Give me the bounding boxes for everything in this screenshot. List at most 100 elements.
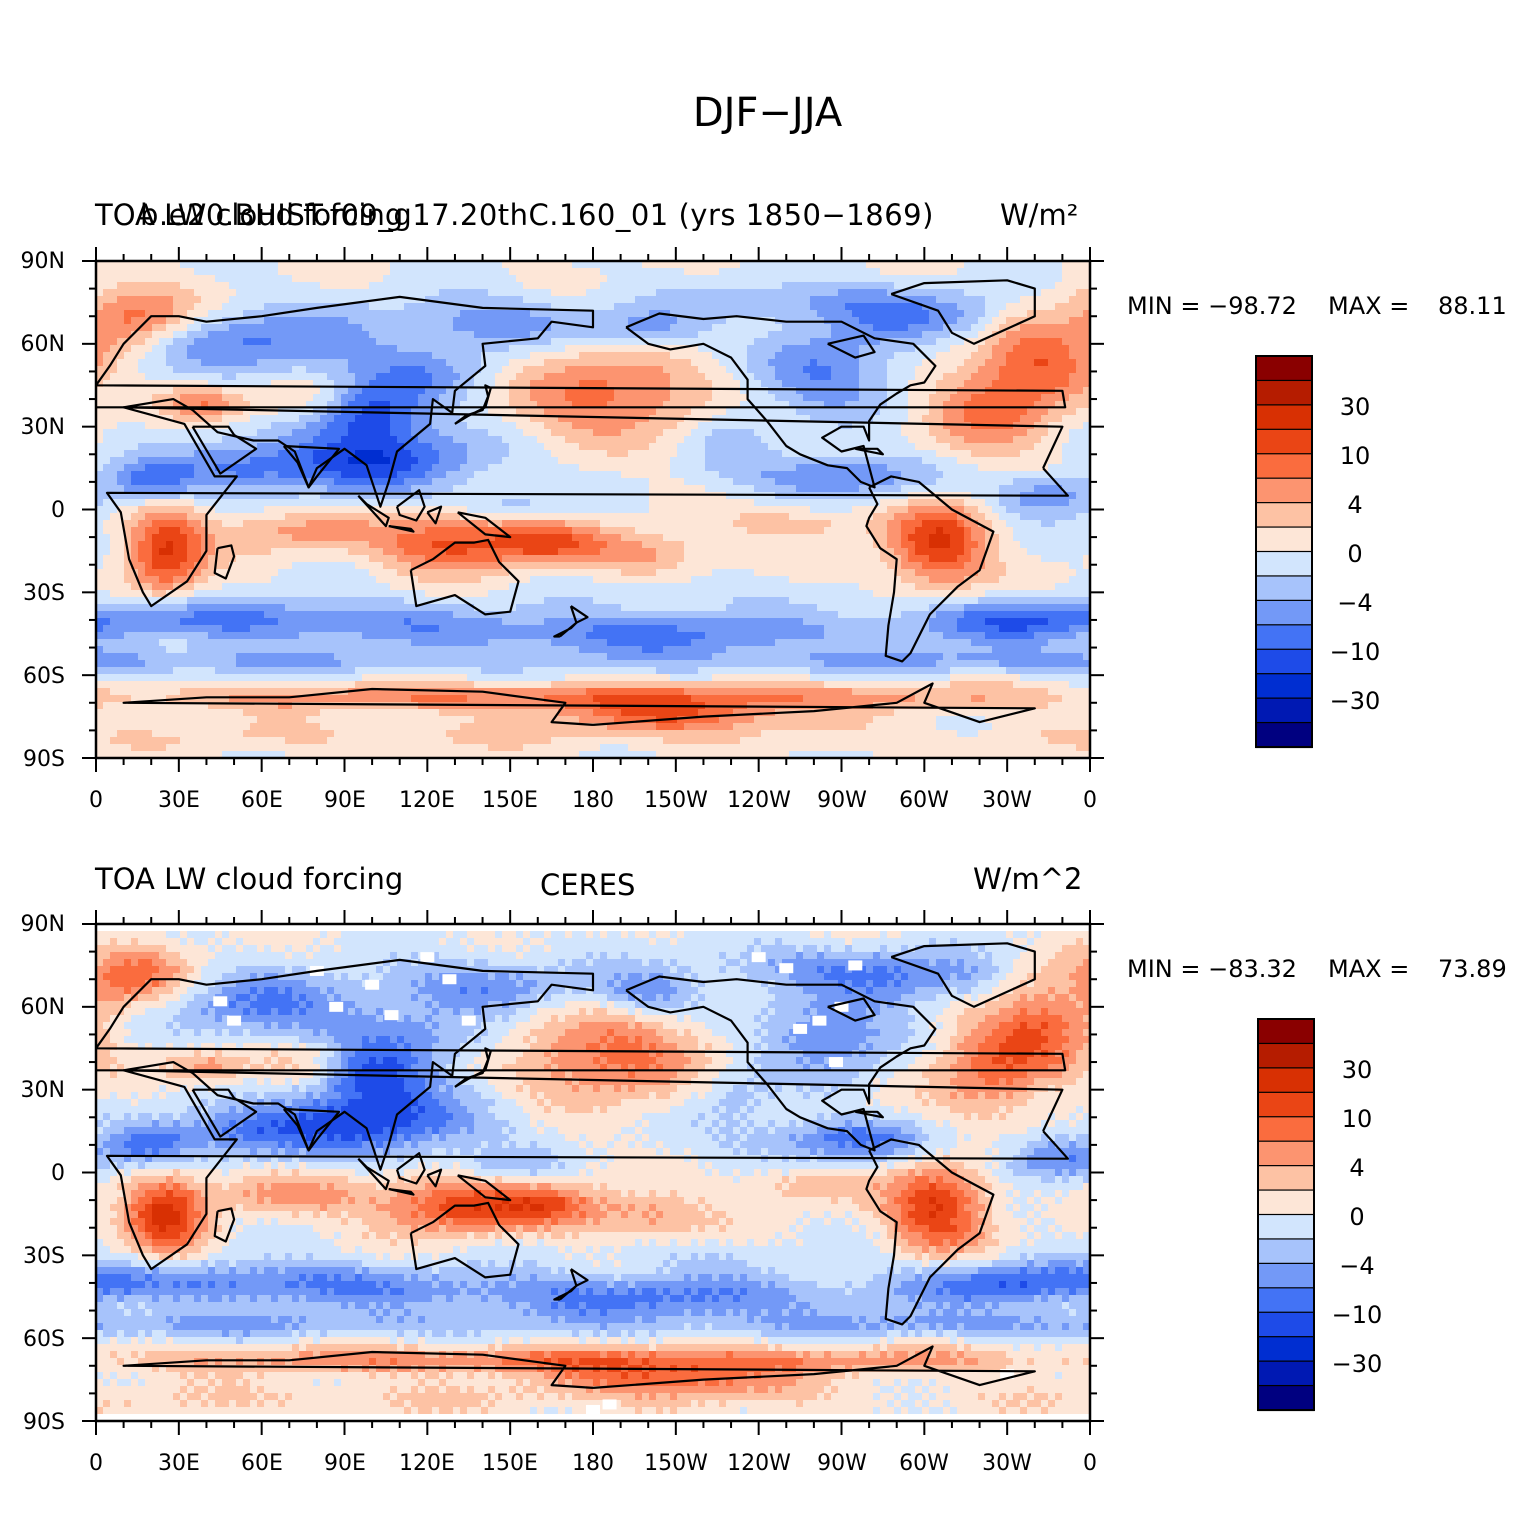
colorbar-box	[1255, 624, 1313, 651]
colorbar-frame	[1255, 355, 1313, 748]
missing-data	[779, 963, 794, 974]
p2-colorbar-label: −30	[1322, 1350, 1392, 1378]
colorbar-box	[1257, 1042, 1315, 1069]
p1-lon-label: 150E	[465, 788, 555, 813]
colorbar-box	[1255, 428, 1313, 455]
missing-data	[848, 960, 863, 971]
p1-lon-label: 0	[1045, 788, 1135, 813]
panel1-units: W/m²	[1000, 198, 1078, 232]
p2-lon-label: 30W	[962, 1451, 1052, 1476]
panel2-left-title: TOA LW cloud forcing	[95, 862, 403, 896]
panel2-max-label: MAX =	[1328, 955, 1409, 983]
panel1-max-value: 88.11	[1438, 292, 1507, 320]
missing-data	[227, 1015, 242, 1026]
colorbar-box	[1255, 477, 1313, 504]
p1-lon-label: 150W	[631, 788, 721, 813]
p1-colorbar-label: 30	[1320, 393, 1390, 421]
colorbar-box	[1255, 550, 1313, 578]
colorbar-box	[1255, 673, 1313, 700]
colorbar-box	[1257, 1262, 1315, 1289]
colorbar-box	[1257, 1360, 1315, 1387]
missing-data	[751, 952, 766, 963]
p2-colorbar-label: −10	[1322, 1301, 1392, 1329]
missing-data	[602, 1399, 617, 1410]
p2-lon-label: 150E	[465, 1451, 555, 1476]
p1-lon-label: 30W	[962, 788, 1052, 813]
colorbar-box	[1257, 1018, 1315, 1045]
p2-lon-label: 150W	[631, 1451, 721, 1476]
colorbar-box	[1255, 648, 1313, 675]
missing-data	[586, 1404, 600, 1415]
coastlines	[96, 942, 1090, 1389]
p1-lon-label: 90E	[300, 788, 390, 813]
panel1-max-label: MAX =	[1328, 292, 1409, 320]
colorbar-box	[1257, 1287, 1315, 1314]
p1-lon-label: 30E	[134, 788, 224, 813]
p1-colorbar-label: 4	[1320, 491, 1390, 519]
p1-colorbar-label: −10	[1320, 638, 1390, 666]
colorbar-box	[1257, 1189, 1315, 1216]
colorbar-frame	[1257, 1018, 1315, 1411]
p2-lon-label: 60E	[217, 1451, 307, 1476]
p2-lon-label: 120E	[382, 1451, 472, 1476]
missing-data	[442, 974, 457, 985]
p1-lat-label: 90N	[5, 249, 65, 274]
colorbar-box	[1257, 1116, 1315, 1143]
p1-lon-label: 180	[548, 788, 638, 813]
p2-lon-label: 120W	[714, 1451, 804, 1476]
p1-lon-label: 120W	[714, 788, 804, 813]
colorbar-box	[1255, 502, 1313, 529]
p2-lon-label: 60W	[879, 1451, 969, 1476]
p1-lon-label: 120E	[382, 788, 472, 813]
p2-lat-label: 30N	[5, 1078, 65, 1103]
colorbar-box	[1255, 355, 1313, 382]
p1-colorbar-label: −30	[1320, 687, 1390, 715]
p2-colorbar-label: −4	[1322, 1252, 1392, 1280]
p1-lat-label: 30S	[5, 581, 65, 606]
colorbar-box	[1255, 404, 1313, 431]
p1-lon-label: 60E	[217, 788, 307, 813]
map-panel-2	[82, 910, 1315, 1435]
missing-data	[812, 1015, 827, 1026]
p1-lat-label: 60N	[5, 332, 65, 357]
p2-lat-label: 60S	[5, 1327, 65, 1352]
colorbar-box	[1257, 1311, 1315, 1338]
colorbar-box	[1255, 379, 1313, 406]
p1-lat-label: 60S	[5, 664, 65, 689]
missing-data	[384, 1010, 399, 1021]
p2-lon-label: 0	[1045, 1451, 1135, 1476]
colorbar-box	[1255, 575, 1313, 602]
missing-data	[365, 979, 380, 990]
colorbar-box	[1257, 1067, 1315, 1094]
missing-data	[828, 1057, 843, 1068]
p1-lon-label: 60W	[879, 788, 969, 813]
p2-lon-label: 30E	[134, 1451, 224, 1476]
colorbar	[1257, 1018, 1315, 1412]
colorbar-box	[1257, 1091, 1315, 1118]
colorbar-box	[1257, 1140, 1315, 1167]
missing-data	[834, 1001, 849, 1012]
p1-lon-label: 90W	[797, 788, 887, 813]
p2-lon-label: 90W	[797, 1451, 887, 1476]
panel2-min: MIN = −83.32	[1127, 955, 1297, 983]
colorbar-box	[1255, 599, 1313, 626]
coastlines	[96, 279, 1090, 726]
p2-lat-label: 90S	[5, 1410, 65, 1435]
axis-ticks	[82, 247, 1104, 772]
p2-lat-label: 30S	[5, 1244, 65, 1269]
colorbar-box	[1257, 1336, 1315, 1363]
panel2-max-value: 73.89	[1438, 955, 1507, 983]
p2-colorbar-label: 30	[1322, 1056, 1392, 1084]
p1-lat-label: 0	[5, 498, 65, 523]
colorbar-box	[1257, 1238, 1315, 1265]
panel2-center-title: CERES	[540, 868, 635, 902]
panel1-center-title: b.e20.BHIST.f09_g17.20thC.160_01 (yrs 18…	[140, 198, 934, 232]
panel1-min: MIN = −98.72	[1127, 292, 1297, 320]
axis-ticks	[82, 910, 1104, 1435]
p2-lat-label: 90N	[5, 912, 65, 937]
colorbar-box	[1255, 697, 1313, 724]
colorbar-box	[1257, 1165, 1315, 1192]
colorbar-box	[1257, 1213, 1315, 1241]
panel1-left-title: TOA LW cloud forcing	[95, 198, 403, 232]
